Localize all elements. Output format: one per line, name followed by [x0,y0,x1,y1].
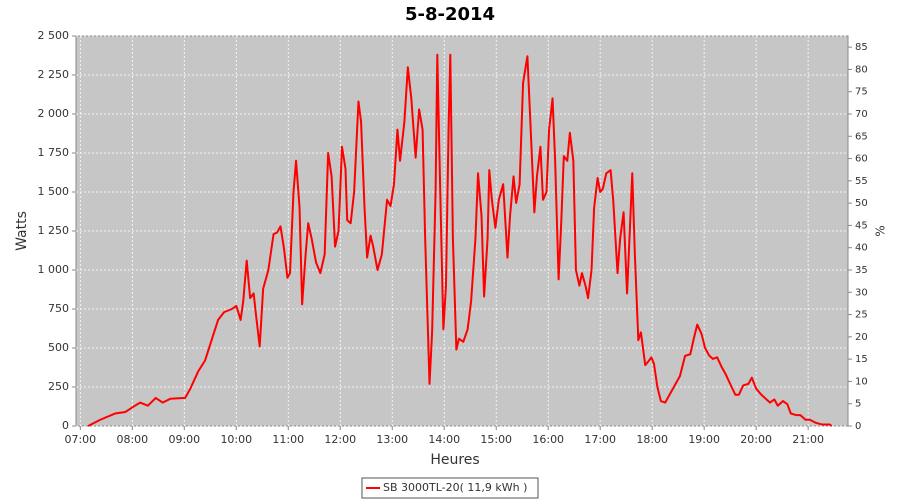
chart-title: 5-8-2014 [405,4,495,25]
y-tick-label: 0 [62,419,69,432]
y-tick-label: 2 250 [38,68,70,81]
y2-tick-label: 30 [855,287,868,298]
y2-tick-label: 10 [855,376,868,387]
legend: SB 3000TL-20( 11,9 kWh ) [361,477,539,499]
y2-axis-label: % [874,225,888,236]
y-tick-label: 1 250 [38,224,70,237]
y2-tick-label: 85 [855,42,868,53]
x-tick-label: 15:00 [480,433,512,446]
y-tick-label: 1 500 [38,185,70,198]
y2-tick-label: 35 [855,265,868,276]
y-tick-label: 250 [48,380,69,393]
y2-tick-label: 70 [855,109,868,120]
x-tick-label: 21:00 [792,433,824,446]
y-tick-label: 2 000 [38,107,70,120]
x-tick-label: 11:00 [272,433,304,446]
x-tick-label: 08:00 [116,433,148,446]
y2-tick-label: 25 [855,310,868,321]
y2-tick-label: 60 [855,154,868,165]
x-tick-label: 16:00 [532,433,564,446]
x-tick-label: 14:00 [428,433,460,446]
y2-tick-label: 0 [855,421,861,432]
y-tick-label: 1 750 [38,146,70,159]
x-tick-label: 13:00 [376,433,408,446]
legend-box [361,477,539,499]
x-tick-label: 10:00 [220,433,252,446]
x-tick-label: 17:00 [584,433,616,446]
x-tick-label: 19:00 [688,433,720,446]
y-tick-label: 500 [48,341,69,354]
y2-tick-label: 20 [855,332,868,343]
y2-tick-label: 5 [855,399,861,410]
y-axis-label: Watts [14,211,30,251]
y2-tick-label: 50 [855,198,868,209]
y2-tick-label: 65 [855,131,868,142]
x-tick-label: 12:00 [324,433,356,446]
y-tick-label: 2 500 [38,29,70,42]
y2-tick-label: 40 [855,243,868,254]
x-axis-label: Heures [430,452,479,468]
y2-tick-label: 45 [855,220,868,231]
y2-tick-label: 55 [855,176,868,187]
y2-tick-label: 15 [855,354,868,365]
legend-label: SB 3000TL-20( 11,9 kWh ) [383,481,527,494]
x-tick-label: 18:00 [636,433,668,446]
x-tick-label: 09:00 [168,433,200,446]
y2-tick-label: 80 [855,64,868,75]
y-tick-label: 1 000 [38,263,70,276]
series-line [87,53,833,427]
y2-tick-label: 75 [855,87,868,98]
x-tick-label: 07:00 [64,433,96,446]
x-tick-label: 20:00 [740,433,772,446]
y-tick-label: 750 [48,302,69,315]
